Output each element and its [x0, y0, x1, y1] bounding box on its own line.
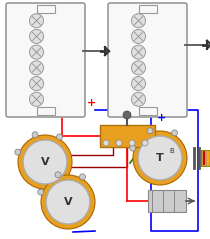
FancyBboxPatch shape — [6, 3, 85, 117]
Circle shape — [142, 140, 148, 146]
Circle shape — [129, 140, 135, 146]
Circle shape — [32, 132, 38, 138]
Circle shape — [29, 76, 43, 91]
Circle shape — [23, 140, 67, 184]
Circle shape — [131, 92, 146, 106]
Circle shape — [123, 111, 131, 119]
Bar — [37, 5, 55, 13]
Bar — [203, 151, 205, 165]
Text: T: T — [156, 153, 164, 163]
Bar — [37, 107, 55, 115]
Circle shape — [133, 131, 187, 185]
Circle shape — [29, 92, 43, 106]
Circle shape — [131, 61, 146, 75]
Text: B: B — [170, 148, 175, 154]
Bar — [100, 125, 155, 147]
Circle shape — [46, 180, 90, 224]
Text: +: + — [157, 113, 167, 123]
Circle shape — [103, 140, 109, 146]
Bar — [139, 107, 156, 115]
Circle shape — [131, 14, 146, 28]
Circle shape — [116, 140, 122, 146]
Circle shape — [29, 14, 43, 28]
Circle shape — [130, 145, 136, 151]
Circle shape — [131, 45, 146, 59]
Circle shape — [147, 128, 153, 134]
Circle shape — [29, 61, 43, 75]
Text: V: V — [64, 197, 72, 207]
Text: V: V — [41, 157, 49, 167]
FancyBboxPatch shape — [108, 3, 187, 117]
Bar — [201, 150, 210, 166]
Circle shape — [138, 136, 182, 180]
Circle shape — [38, 189, 44, 195]
Bar — [148, 190, 186, 212]
Circle shape — [15, 149, 21, 155]
Circle shape — [131, 29, 146, 43]
Text: +: + — [87, 98, 97, 108]
Circle shape — [55, 172, 61, 178]
Circle shape — [29, 29, 43, 43]
Circle shape — [41, 175, 95, 229]
Circle shape — [80, 174, 85, 180]
Circle shape — [172, 130, 177, 136]
Bar — [139, 5, 156, 13]
Bar — [206, 151, 209, 165]
Circle shape — [18, 135, 72, 189]
Circle shape — [131, 76, 146, 91]
Circle shape — [56, 134, 63, 140]
Circle shape — [29, 45, 43, 59]
